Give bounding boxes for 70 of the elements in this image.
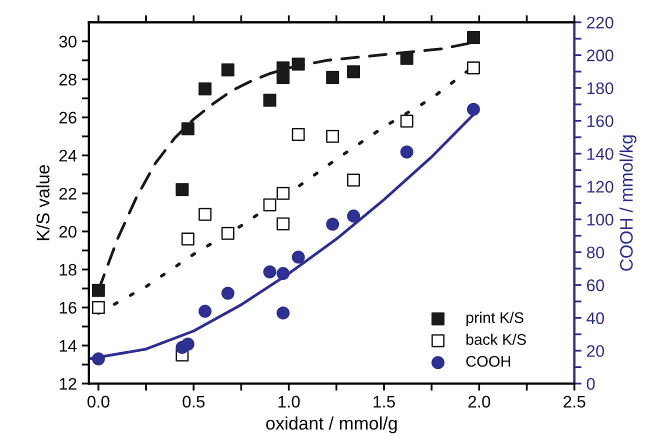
y-tick-label: 24 [59,150,77,162]
point [292,250,305,264]
y2-tick-label: 200 [587,50,614,62]
point [466,61,480,74]
x-tick-label: 0.0 [88,396,110,408]
legend-label: back K/S [466,334,526,345]
y-tick-label: 26 [59,112,76,124]
point [198,208,212,221]
y2-tick-label: 0 [586,378,595,390]
y-tick-label: 30 [59,36,76,48]
y-tick-label: 12 [60,378,76,390]
y2-tick-label: 180 [587,82,614,94]
y2-tick-label: 40 [586,312,604,324]
point [466,102,480,116]
point [292,58,305,71]
y-tick-label: 14 [60,340,77,352]
y2-tick-label: 220 [587,16,614,29]
point [400,146,414,159]
y2-tick-label: 120 [587,180,614,193]
point [326,218,340,231]
x-tick-label: 1.5 [374,396,395,408]
x-axis-title: oxidant / mmol/g [266,416,397,434]
x-tick-label: 0.5 [182,396,205,408]
point [92,352,105,366]
y2-tick-label: 100 [587,214,614,226]
point [263,265,276,278]
point [221,286,234,300]
x-tick-label: 1.0 [278,396,300,408]
y-tick-label: 18 [60,264,76,276]
x-tick-label: 2.0 [468,396,490,408]
y2-tick-label: 20 [587,345,604,357]
point [276,306,290,320]
point [292,128,305,141]
point [400,114,414,128]
point [92,301,105,314]
point [181,232,194,246]
point [181,122,194,136]
point [326,130,340,143]
y2-axis-title: COOH / mmol/kg [620,135,636,271]
y2-tick-label: 160 [587,115,614,128]
point [347,210,360,223]
point [276,70,290,84]
point [400,52,414,65]
legend-label: COOH [466,356,510,367]
point [221,63,234,76]
point [263,94,276,107]
x-tick-label: 2.5 [564,396,586,408]
y-tick-label: 22 [59,188,76,200]
point [276,217,290,230]
y-tick-label: 16 [60,302,76,314]
point [466,31,480,44]
point [326,70,340,84]
point [263,198,276,212]
y2-tick-label: 140 [587,148,614,160]
point [92,284,105,297]
point [347,65,360,78]
point [276,186,290,200]
point [198,304,212,318]
point [176,183,189,196]
y-tick-label: 20 [59,226,76,238]
point [276,267,290,280]
point [181,338,194,351]
point [347,174,360,187]
y-tick-label: 28 [59,74,76,86]
legend-label: print K/S [466,312,524,326]
y2-tick-label: 80 [586,246,604,258]
y-axis-title: K/S value [36,165,50,240]
point [221,226,234,240]
point [198,82,212,96]
y2-tick-label: 60 [587,279,604,292]
